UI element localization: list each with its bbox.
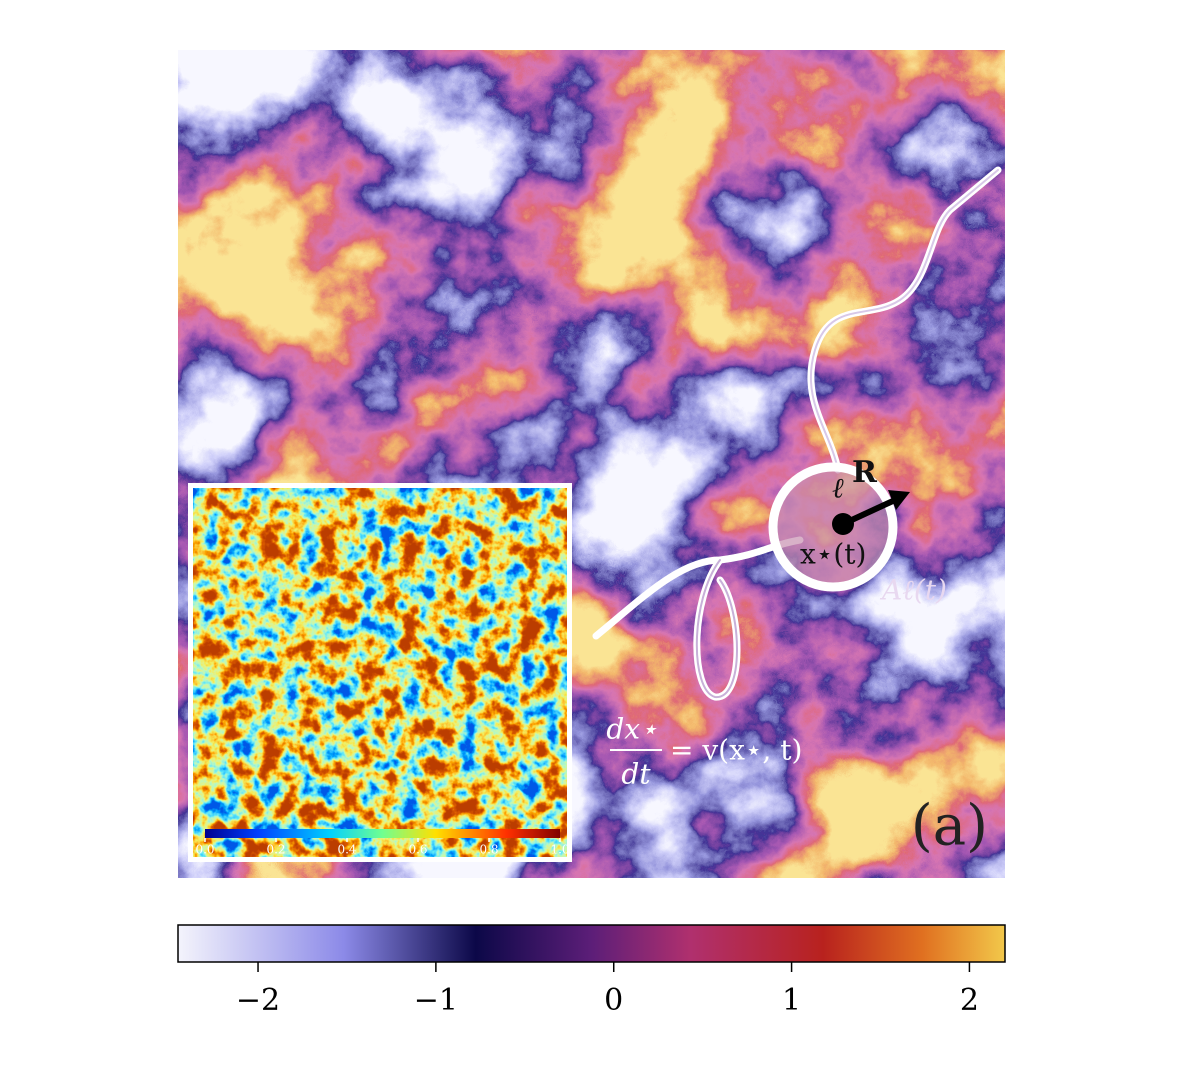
tick-label: 0.0 [195,843,214,857]
tick-label: 0.2 [266,843,285,857]
tick-label: −2 [236,983,280,1018]
tick-label: 1.0 [550,843,569,857]
equation-denominator: dt [621,758,651,791]
inset-image [193,488,567,857]
equation-numerator: dx⋆ [606,713,657,746]
tick-label: −1 [414,983,458,1018]
colorbar-ticks: −2 −1 0 1 2 [236,962,979,1018]
tick-label: 0.4 [337,843,356,857]
tick-label: 0 [604,983,623,1018]
inset-colorbar [205,829,560,838]
panel-label: (a) [911,794,988,859]
tick-label: 2 [960,983,979,1018]
tick-label: 0.6 [408,843,427,857]
equation-rhs: = v(x⋆, t) [670,734,802,767]
tick-label: 0.8 [479,843,498,857]
position-dot [832,513,854,535]
inset-colorbar-ticks: 0.0 0.2 0.4 0.6 0.8 1.0 [195,838,570,857]
arrow-head [888,490,910,510]
vector-label: R [852,455,878,490]
position-label: x⋆(t) [800,538,866,571]
colorbar [177,924,1006,963]
area-label: Aℓ(t) [879,574,947,607]
scale-label: ℓ [832,472,844,505]
tick-label: 1 [782,983,801,1018]
